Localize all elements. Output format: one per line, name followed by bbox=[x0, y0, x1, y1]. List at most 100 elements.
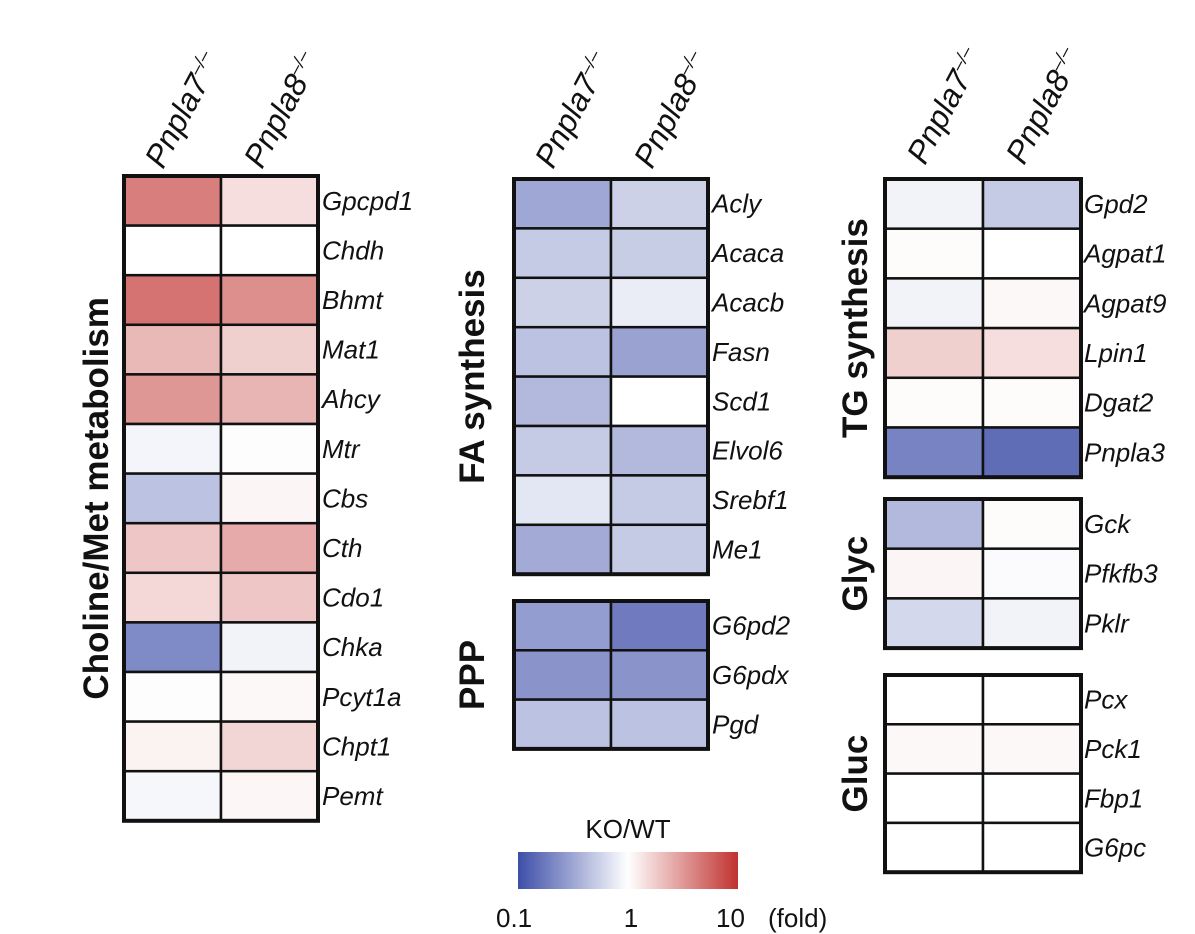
cell-pcx-pnpla8 bbox=[981, 673, 1083, 726]
cell-gpcpd1-pnpla8 bbox=[219, 174, 320, 227]
gene-label-chka: Chka bbox=[322, 632, 383, 662]
cell-chpt1-pnpla8 bbox=[219, 720, 320, 773]
cell-cth-pnpla7 bbox=[122, 521, 223, 575]
gene-label-gpcpd1: Gpcpd1 bbox=[322, 186, 413, 216]
cell-acly-pnpla8 bbox=[609, 177, 710, 230]
cell-pfkfb3-pnpla8 bbox=[981, 547, 1083, 600]
cell-pcyt1a-pnpla7 bbox=[122, 670, 223, 723]
gene-label-pemt: Pemt bbox=[322, 781, 384, 811]
gene-label-srebf1: Srebf1 bbox=[712, 485, 789, 515]
panel-title-choline: Choline/Met metabolism bbox=[77, 297, 116, 700]
cell-agpat1-pnpla8 bbox=[981, 227, 1083, 280]
cell-fasn-pnpla8 bbox=[609, 325, 710, 378]
gene-label-g6pc: G6pc bbox=[1084, 833, 1146, 863]
gene-label-acly: Acly bbox=[710, 189, 763, 219]
gene-label-chdh: Chdh bbox=[322, 235, 384, 265]
color-scale-bar bbox=[518, 852, 738, 889]
gene-label-pfkfb3: Pfkfb3 bbox=[1084, 559, 1158, 589]
column-label-pnpla8-3: Pnpla8–/– bbox=[998, 41, 1089, 169]
panel-tg: Gpd2 Agpat1 Agpat9 Lpin1 Dgat2 Pnpla3 TG synth… bbox=[836, 177, 1166, 480]
gene-label-dgat2: Dgat2 bbox=[1084, 388, 1154, 418]
gene-label-pcyt1a: Pcyt1a bbox=[322, 682, 402, 712]
cell-elvol6-pnpla8 bbox=[609, 424, 710, 477]
gene-label-g6pdx: G6pdx bbox=[712, 660, 790, 690]
panel-title-ppp: PPP bbox=[453, 640, 492, 710]
cell-gck-pnpla7 bbox=[883, 497, 985, 550]
cell-pemt-pnpla7 bbox=[122, 769, 223, 823]
cell-me1-pnpla8 bbox=[609, 523, 710, 576]
cell-acacb-pnpla7 bbox=[512, 276, 613, 329]
gene-label-cbs: Cbs bbox=[322, 483, 368, 513]
column-label-pnpla7-1: Pnpla7–/– bbox=[137, 45, 228, 173]
gene-label-agpat9: Agpat9 bbox=[1082, 288, 1166, 318]
cell-srebf1-pnpla7 bbox=[512, 474, 613, 527]
cell-ahcy-pnpla8 bbox=[219, 373, 320, 426]
cell-ahcy-pnpla7 bbox=[122, 373, 223, 426]
column-name: Pnpla7 bbox=[527, 67, 606, 173]
panel-fa: Acly Acaca Acacb Fasn Scd1 Elvol6 Srebf1 Me1 FA … bbox=[453, 177, 789, 577]
cell-pklr-pnpla7 bbox=[883, 597, 985, 650]
cell-agpat9-pnpla8 bbox=[981, 277, 1083, 330]
cell-lpin1-pnpla8 bbox=[981, 326, 1083, 380]
cell-pemt-pnpla8 bbox=[219, 769, 320, 823]
panel-border bbox=[883, 177, 1083, 480]
gene-label-bhmt: Bhmt bbox=[322, 285, 384, 315]
cell-g6pd2-pnpla8 bbox=[609, 599, 710, 652]
cell-dgat2-pnpla8 bbox=[981, 376, 1083, 429]
panel-title-tg: TG synthesis bbox=[836, 218, 875, 438]
cell-g6pdx-pnpla7 bbox=[512, 649, 613, 701]
column-label-pnpla8-2: Pnpla8–/– bbox=[626, 45, 717, 173]
cell-mtr-pnpla7 bbox=[122, 422, 223, 475]
cell-scd1-pnpla8 bbox=[609, 375, 710, 428]
cell-pcyt1a-pnpla8 bbox=[219, 670, 320, 723]
gene-label-cdo1: Cdo1 bbox=[322, 583, 384, 613]
cell-mat1-pnpla8 bbox=[219, 323, 320, 376]
gene-label-acacb: Acacb bbox=[710, 288, 784, 318]
cell-fbp1-pnpla7 bbox=[883, 772, 985, 825]
gene-label-me1: Me1 bbox=[712, 535, 763, 565]
gene-label-ahcy: Ahcy bbox=[320, 384, 382, 414]
cell-mtr-pnpla8 bbox=[219, 422, 320, 475]
cell-elvol6-pnpla7 bbox=[512, 424, 613, 477]
cell-dgat2-pnpla7 bbox=[883, 376, 985, 429]
cell-acaca-pnpla8 bbox=[609, 227, 710, 280]
cell-chka-pnpla8 bbox=[219, 621, 320, 674]
cell-me1-pnpla7 bbox=[512, 523, 613, 576]
gene-label-mtr: Mtr bbox=[322, 434, 361, 464]
cell-pnpla3-pnpla7 bbox=[883, 426, 985, 479]
color-scale-title: KO/WT bbox=[585, 814, 670, 844]
cell-acaca-pnpla7 bbox=[512, 227, 613, 280]
cell-acacb-pnpla8 bbox=[609, 276, 710, 329]
gene-label-agpat1: Agpat1 bbox=[1082, 239, 1166, 269]
cell-fasn-pnpla7 bbox=[512, 325, 613, 378]
cell-gpcpd1-pnpla7 bbox=[122, 174, 223, 227]
gene-label-mat1: Mat1 bbox=[322, 335, 380, 365]
cell-pck1-pnpla7 bbox=[883, 723, 985, 775]
panel-border bbox=[122, 174, 320, 823]
column-name: Pnpla7 bbox=[137, 67, 216, 173]
column-name: Pnpla7 bbox=[899, 63, 978, 169]
gene-label-chpt1: Chpt1 bbox=[322, 731, 391, 761]
gene-label-acaca: Acaca bbox=[710, 238, 784, 268]
cell-pgd-pnpla8 bbox=[609, 698, 710, 751]
cell-cdo1-pnpla7 bbox=[122, 571, 223, 624]
cell-cdo1-pnpla8 bbox=[219, 571, 320, 624]
gene-label-pgd: Pgd bbox=[712, 709, 760, 739]
cell-chpt1-pnpla7 bbox=[122, 720, 223, 773]
cell-chdh-pnpla8 bbox=[219, 224, 320, 277]
column-name: Pnpla8 bbox=[626, 68, 705, 173]
cell-cth-pnpla8 bbox=[219, 521, 320, 575]
gene-label-gck: Gck bbox=[1084, 509, 1132, 539]
panel-border bbox=[512, 599, 710, 751]
gene-label-pcx: Pcx bbox=[1084, 685, 1128, 715]
cell-chka-pnpla7 bbox=[122, 621, 223, 674]
panel-title-fa: FA synthesis bbox=[453, 269, 492, 484]
cell-pklr-pnpla8 bbox=[981, 597, 1083, 650]
cell-gpd2-pnpla7 bbox=[883, 177, 985, 230]
gene-label-fasn: Fasn bbox=[712, 337, 770, 367]
cell-lpin1-pnpla7 bbox=[883, 326, 985, 380]
cell-pcx-pnpla7 bbox=[883, 673, 985, 726]
cell-agpat1-pnpla7 bbox=[883, 227, 985, 280]
panel-choline: Gpcpd1 Chdh Bhmt Mat1 Ahcy Mtr Cbs Cth Cdo1 Chka P… bbox=[77, 174, 413, 823]
